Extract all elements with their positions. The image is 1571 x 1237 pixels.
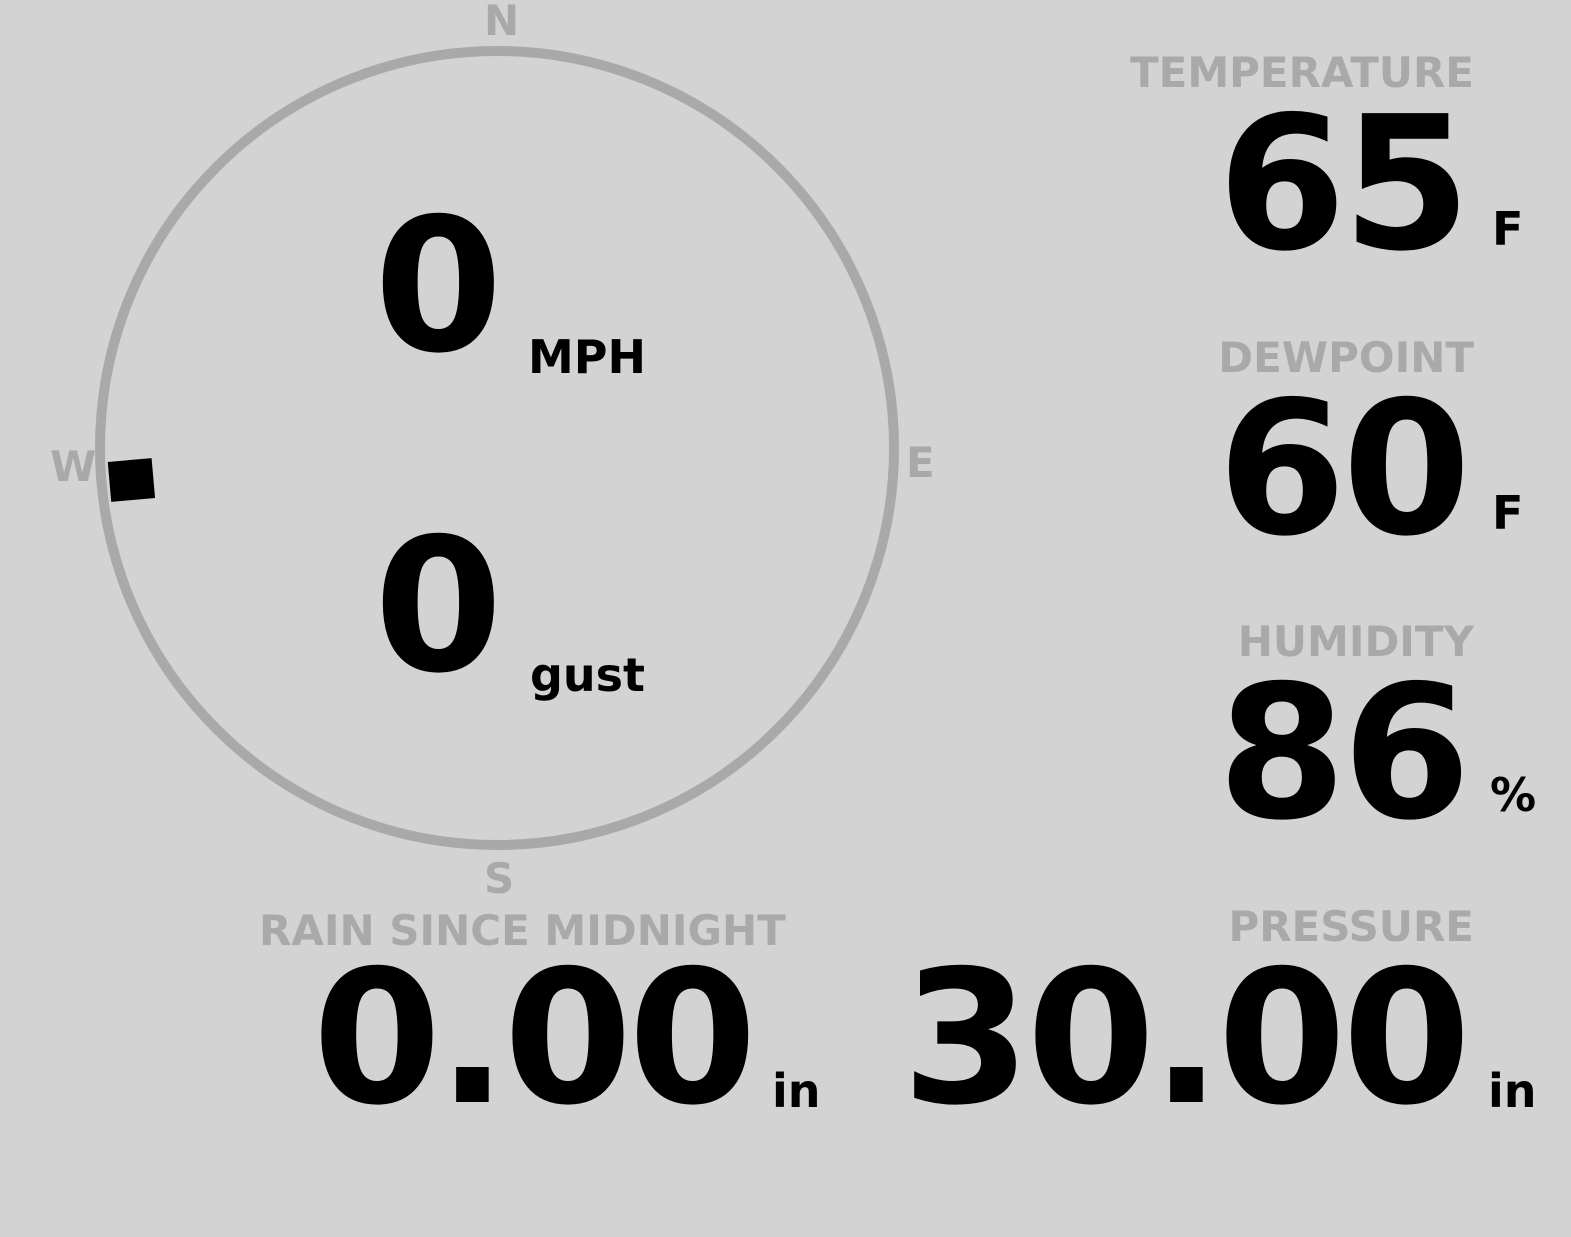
rain-label: RAIN SINCE MIDNIGHT xyxy=(259,906,786,955)
pressure-value: 30.00 xyxy=(901,930,1471,1146)
humidity-value: 86 xyxy=(1217,645,1471,861)
temperature-value: 65 xyxy=(1217,76,1471,292)
wind-compass xyxy=(95,46,899,850)
dewpoint-unit: F xyxy=(1492,486,1524,540)
compass-south-label: S xyxy=(484,854,515,903)
wind-direction-marker xyxy=(107,458,156,502)
temperature-unit: F xyxy=(1492,202,1524,256)
compass-east-label: E xyxy=(906,438,935,487)
temperature-label: TEMPERATURE xyxy=(1130,48,1474,97)
humidity-unit: % xyxy=(1490,768,1537,822)
wind-gust-unit: gust xyxy=(530,648,646,702)
wind-speed-value: 0 xyxy=(374,178,503,394)
rain-unit: in xyxy=(772,1064,821,1118)
compass-west-label: W xyxy=(50,442,97,491)
dewpoint-value: 60 xyxy=(1217,361,1471,577)
wind-speed-unit: MPH xyxy=(528,330,646,384)
compass-north-label: N xyxy=(484,0,520,45)
humidity-label: HUMIDITY xyxy=(1237,617,1474,666)
wind-gust-value: 0 xyxy=(374,498,503,714)
pressure-label: PRESSURE xyxy=(1228,902,1474,951)
dewpoint-label: DEWPOINT xyxy=(1218,333,1474,382)
pressure-unit: in xyxy=(1488,1064,1537,1118)
rain-value: 0.00 xyxy=(312,930,757,1146)
compass-ring xyxy=(95,46,899,850)
